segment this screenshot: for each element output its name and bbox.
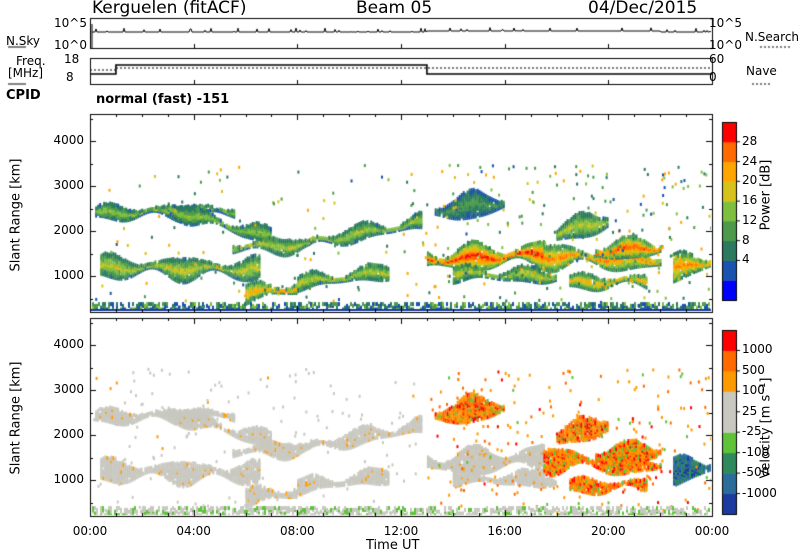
date-title: 04/Dec/2015	[588, 0, 698, 18]
power-colorbar-tick-5: 8	[742, 232, 750, 247]
velocity-colorbar-tick-1: 500	[742, 362, 765, 377]
nsky-label: N.Sky	[6, 34, 41, 48]
power-ytick-2000: 2000	[53, 223, 84, 237]
power-ytick-4000: 4000	[53, 133, 84, 147]
xtick-3: 12:00	[383, 524, 419, 538]
velocity-colorbar-tick-6: -500	[742, 465, 770, 480]
nsearch-tick-bottom: 10^0	[709, 38, 742, 52]
beam-title: Beam 05	[356, 0, 433, 18]
cpid-value: normal (fast) -151	[96, 92, 230, 107]
nave-tick-bottom: 0	[709, 70, 717, 84]
velocity-colorbar-tick-5: -100	[742, 444, 770, 459]
xtick-6: 00:00	[694, 524, 730, 538]
power-colorbar-tick-0: 28	[742, 133, 758, 148]
site-title: Kerguelen (fitACF)	[92, 0, 247, 18]
vel-ytick-1000: 1000	[53, 472, 84, 486]
power-ytick-1000: 1000	[53, 268, 84, 282]
power-colorbar-tick-4: 12	[742, 212, 758, 227]
power-colorbar-tick-3: 16	[742, 193, 758, 208]
freq-tick-top: 18	[64, 52, 80, 66]
nsky-tick-top: 10^5	[54, 16, 87, 30]
power-colorbar-tick-2: 20	[742, 173, 758, 188]
freq-tick-bottom: 8	[66, 70, 74, 84]
nave-label: Nave	[746, 64, 777, 78]
power-colorbar-tick-1: 24	[742, 153, 758, 168]
vel-ytick-4000: 4000	[53, 337, 84, 351]
nsky-tick-bottom: 10^0	[54, 38, 87, 52]
power-colorbar-tick-6: 4	[742, 252, 750, 267]
xtick-2: 08:00	[280, 524, 315, 538]
velocity-colorbar-tick-3: 25	[742, 403, 758, 418]
freq-unit: [MHz]	[8, 66, 44, 80]
vel-ytick-2000: 2000	[53, 427, 84, 441]
xtick-0: 00:00	[72, 524, 108, 538]
power-ylabel: Slant Range [km]	[8, 158, 24, 272]
xtick-1: 04:00	[176, 524, 211, 538]
velocity-colorbar-tick-2: 100	[742, 383, 765, 398]
x-axis-label: Time UT	[366, 538, 420, 553]
freq-label: Freq.	[16, 54, 46, 68]
nsearch-tick-top: 10^5	[709, 16, 742, 30]
power-ytick-3000: 3000	[53, 178, 84, 192]
xtick-5: 20:00	[591, 524, 626, 538]
xtick-4: 16:00	[487, 524, 522, 538]
vel-ytick-3000: 3000	[53, 382, 84, 396]
velocity-colorbar-tick-0: 1000	[742, 342, 773, 357]
velocity-colorbar-tick-7: -1000	[742, 485, 777, 500]
velocity-ylabel: Slant Range [km]	[8, 361, 24, 475]
power-colorbar-label: Power [dB]	[758, 159, 774, 231]
velocity-colorbar-tick-4: -25	[742, 424, 762, 439]
nsearch-label: N.Search	[745, 30, 800, 44]
cpid-label: CPID	[6, 88, 41, 103]
nave-tick-top: 60	[709, 52, 725, 66]
